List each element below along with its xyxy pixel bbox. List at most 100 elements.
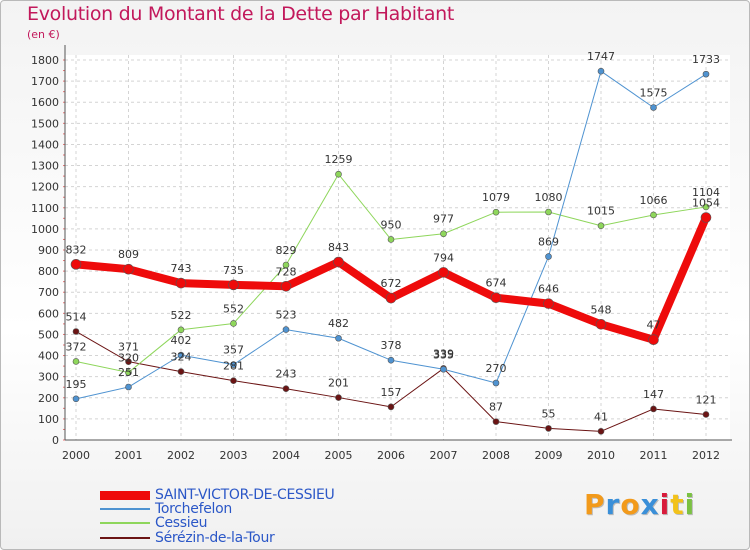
data-label: 339: [433, 347, 454, 360]
data-label: 809: [118, 248, 139, 261]
data-label: 674: [486, 277, 507, 290]
data-label: 1066: [640, 194, 668, 207]
data-label: 646: [538, 283, 559, 296]
data-point: [387, 403, 395, 411]
data-label: 869: [538, 236, 559, 249]
legend-label: SAINT-VICTOR-DE-CESSIEU: [155, 487, 335, 503]
data-point: [282, 326, 290, 333]
x-tick-label: 2011: [640, 449, 668, 462]
data-label: 735: [223, 264, 244, 277]
data-point: [282, 261, 290, 269]
legend-swatch: [100, 537, 150, 539]
y-tick-label: 1800: [31, 54, 59, 67]
data-label: 794: [433, 251, 454, 264]
data-label: 548: [591, 303, 612, 316]
y-tick-label: 200: [38, 392, 59, 405]
data-point: [125, 358, 132, 365]
data-point: [387, 236, 395, 243]
y-tick-label: 900: [38, 244, 59, 257]
data-point: [650, 405, 657, 413]
data-point: [72, 328, 80, 335]
data-label: 950: [381, 218, 402, 231]
data-label: 281: [223, 360, 244, 373]
legend-swatch: [100, 490, 150, 500]
data-point: [597, 428, 605, 435]
x-tick-label: 2004: [272, 449, 300, 462]
data-point: [387, 356, 395, 364]
x-tick-label: 2009: [535, 449, 563, 462]
data-point: [125, 383, 132, 391]
y-tick-label: 400: [38, 350, 59, 363]
legend-swatch: [100, 522, 150, 524]
legend-label: Cessieu: [155, 515, 208, 531]
data-point: [335, 170, 342, 178]
y-tick-label: 1200: [31, 181, 59, 194]
data-point: [282, 385, 290, 393]
y-tick-label: 100: [38, 413, 59, 426]
data-label: 335: [433, 348, 454, 361]
data-label: 243: [276, 368, 297, 381]
legend-label: Torchefelon: [155, 501, 232, 517]
legend-item-torchefelon: Torchefelon: [100, 501, 232, 517]
data-label: 1575: [640, 87, 668, 100]
y-tick-label: 700: [38, 286, 59, 299]
data-point: [230, 361, 237, 368]
data-point: [702, 70, 710, 78]
data-label: 270: [486, 362, 507, 375]
y-tick-label: 1300: [31, 160, 59, 173]
data-label: 1733: [692, 53, 720, 66]
x-tick-label: 2000: [62, 449, 90, 462]
data-point: [70, 259, 82, 270]
data-label: 41: [594, 410, 608, 423]
y-tick-label: 600: [38, 307, 59, 320]
data-point: [492, 208, 500, 216]
y-tick-label: 500: [38, 328, 59, 341]
legend-swatch: [100, 508, 150, 510]
data-label: 378: [381, 339, 402, 352]
data-label: 157: [381, 386, 402, 399]
data-label: 121: [696, 393, 717, 406]
x-tick-label: 2007: [430, 449, 458, 462]
y-tick-label: 1600: [31, 96, 59, 109]
data-label: 522: [171, 309, 192, 322]
data-point: [648, 334, 659, 346]
data-label: 843: [328, 241, 349, 254]
chart-subtitle: (en €): [27, 28, 60, 41]
data-point: [543, 298, 554, 309]
data-point: [438, 267, 449, 278]
data-point: [700, 212, 712, 223]
chart-title: Evolution du Montant de la Dette par Hab…: [27, 3, 455, 25]
data-label: 195: [66, 378, 87, 391]
data-label: 324: [171, 351, 192, 364]
y-tick-label: 300: [38, 371, 59, 384]
data-point: [702, 203, 710, 211]
data-label: 829: [276, 244, 297, 257]
data-label: 482: [328, 317, 349, 330]
data-point: [650, 104, 657, 111]
data-label: 320: [118, 351, 139, 364]
data-point: [440, 365, 447, 373]
data-point: [595, 319, 607, 330]
x-tick-label: 2012: [692, 449, 720, 462]
data-label: 832: [66, 243, 87, 256]
data-label: 1079: [482, 191, 510, 204]
legend-label: Sérézin-de-la-Tour: [155, 530, 275, 546]
x-tick-label: 2010: [587, 449, 615, 462]
data-point: [333, 256, 344, 268]
data-point: [492, 379, 500, 387]
data-label: 672: [381, 277, 402, 290]
data-point: [175, 277, 187, 289]
data-label: 251: [118, 366, 139, 379]
y-tick-label: 1700: [31, 75, 59, 88]
y-tick-label: 0: [52, 434, 59, 447]
data-label: 47: [647, 319, 661, 332]
data-point: [335, 394, 342, 401]
x-tick-label: 2008: [482, 449, 510, 462]
data-label: 87: [489, 401, 503, 414]
data-label: 1104: [692, 186, 720, 199]
data-point: [492, 418, 500, 425]
data-label: 1054: [692, 196, 720, 209]
data-point: [335, 334, 342, 342]
x-tick-label: 2001: [115, 449, 143, 462]
